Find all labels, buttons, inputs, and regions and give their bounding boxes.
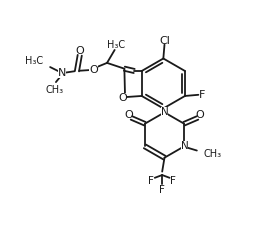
- Text: H₃C: H₃C: [25, 56, 43, 66]
- Text: Cl: Cl: [158, 36, 169, 46]
- Text: H₃C: H₃C: [106, 40, 124, 50]
- Text: F: F: [158, 185, 165, 195]
- Text: O: O: [75, 46, 84, 56]
- Text: N: N: [180, 141, 188, 151]
- Text: F: F: [169, 176, 175, 186]
- Text: F: F: [148, 176, 154, 186]
- Text: CH₃: CH₃: [45, 85, 64, 95]
- Text: N: N: [160, 107, 168, 117]
- Text: O: O: [195, 110, 203, 120]
- Text: O: O: [118, 93, 127, 103]
- Text: CH₃: CH₃: [202, 150, 220, 159]
- Text: O: O: [89, 65, 97, 75]
- Text: N: N: [57, 68, 66, 78]
- Text: F: F: [198, 90, 204, 100]
- Text: O: O: [124, 110, 133, 120]
